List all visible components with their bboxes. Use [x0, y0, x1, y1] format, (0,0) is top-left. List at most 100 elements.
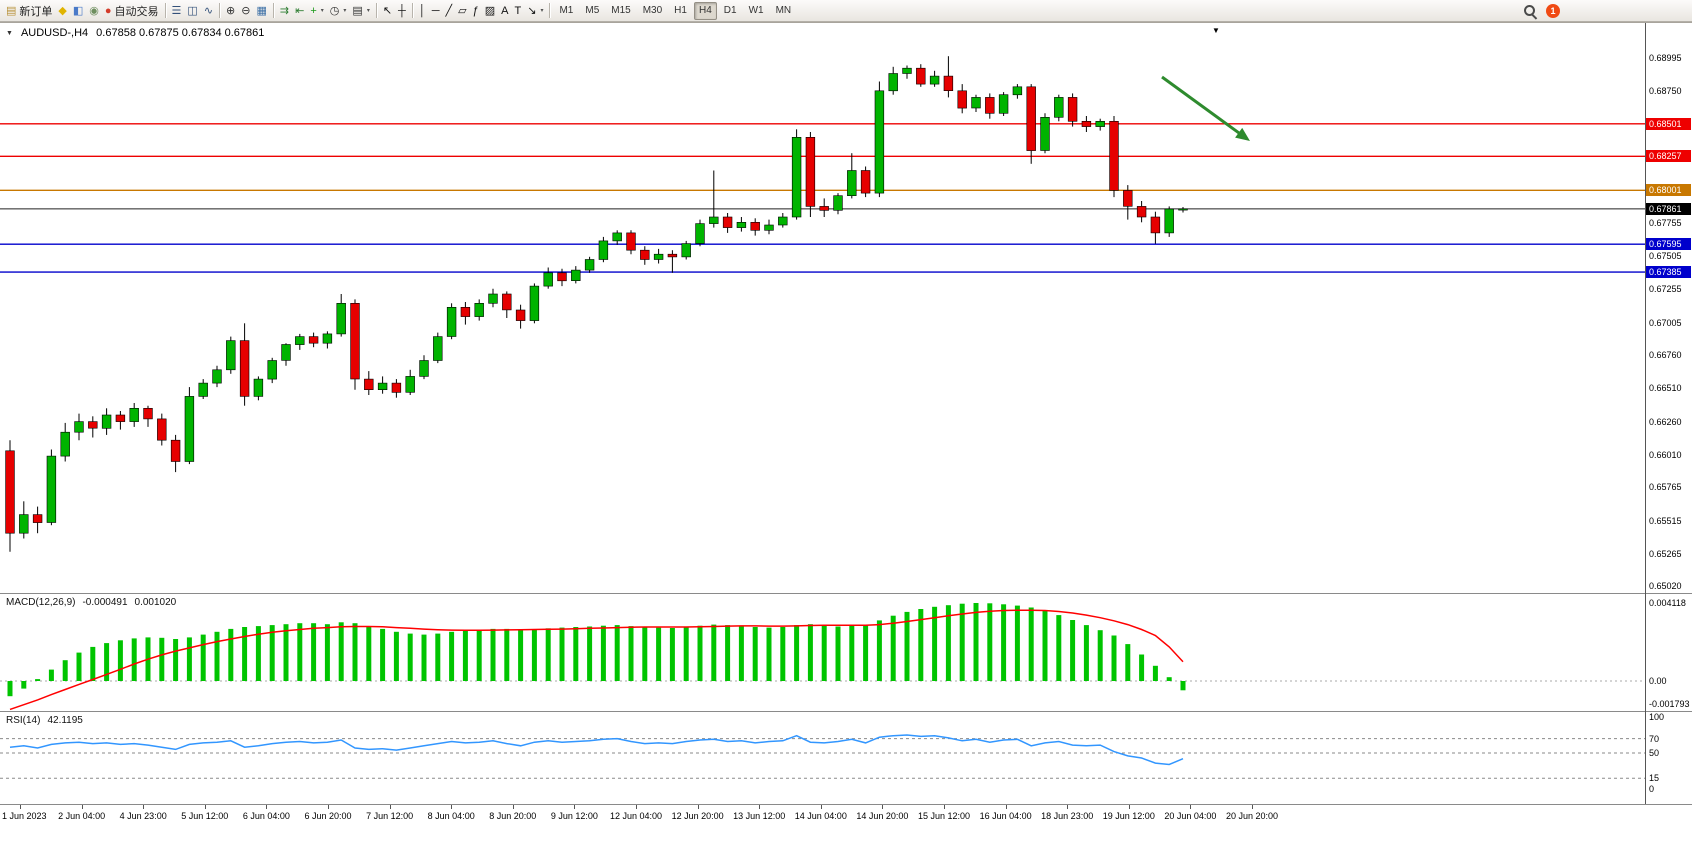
- cursor-button[interactable]: ↖: [380, 1, 395, 21]
- price-tick-label: 0.65265: [1649, 548, 1682, 559]
- macd-histogram-bar: [48, 669, 54, 681]
- indicators-button[interactable]: + ▾: [307, 1, 326, 21]
- macd-label: MACD(12,26,9) -0.000491 0.001020: [6, 597, 176, 608]
- candle-body: [322, 333, 333, 344]
- macd-histogram-bar: [117, 640, 123, 681]
- shapes-button[interactable]: ▨: [482, 1, 498, 21]
- candle-body: [1067, 97, 1078, 122]
- search-button[interactable]: [1520, 1, 1540, 21]
- candle-body: [626, 232, 636, 251]
- timeframe-h1-button[interactable]: H1: [674, 4, 687, 16]
- time-label: 7 Jun 12:00: [366, 811, 414, 821]
- candle-body: [957, 90, 967, 109]
- chart-candles-button[interactable]: ◫: [184, 1, 200, 21]
- zoom-out-button[interactable]: ⊖: [238, 1, 253, 21]
- vertical-line-button[interactable]: │: [416, 1, 429, 21]
- timeframe-m15-button[interactable]: M15: [611, 4, 631, 16]
- candle-body: [1150, 216, 1161, 234]
- time-label: 6 Jun 04:00: [242, 811, 290, 821]
- time-label: 18 Jun 23:00: [1041, 811, 1094, 821]
- vline-icon: │: [418, 4, 426, 17]
- macd-histogram-bar: [904, 611, 910, 681]
- timeframe-mn-button[interactable]: MN: [775, 4, 792, 16]
- macd-histogram-bar: [1111, 635, 1117, 681]
- text-icon: A: [501, 4, 509, 17]
- panel-separator[interactable]: [0, 711, 1692, 712]
- time-tick: [328, 805, 329, 809]
- timeframe-m1-button[interactable]: M1: [559, 4, 574, 16]
- profiles-button[interactable]: ◧: [70, 1, 86, 21]
- candle-body: [584, 259, 595, 271]
- horizontal-line-button[interactable]: ─: [429, 1, 443, 21]
- time-tick: [636, 805, 637, 809]
- rsi-axis-label: 15: [1649, 773, 1660, 784]
- price-tick-label: 0.67005: [1649, 317, 1682, 328]
- crosshair-button[interactable]: ┼: [395, 1, 409, 21]
- price-axis[interactable]: 0.68995 0.68750 0.67755 0.67505 0.67255 0.670…: [1646, 23, 1692, 804]
- arrow-annotation-head: [1235, 127, 1250, 141]
- macd-histogram-bar: [352, 623, 358, 681]
- candle-body: [157, 418, 167, 441]
- chart-toolbar-toggle[interactable]: ▼: [1212, 26, 1220, 35]
- community-button[interactable]: ◉: [86, 1, 102, 21]
- trendline-button[interactable]: ╱: [443, 1, 456, 21]
- timeframe-m30-button[interactable]: M30: [642, 4, 663, 16]
- toolbar-separator: [219, 3, 221, 18]
- price-tick-label: 0.68995: [1649, 53, 1682, 64]
- trendline-icon: ╱: [445, 4, 453, 17]
- price-tick-label: 0.66760: [1649, 350, 1682, 361]
- candle-body: [1054, 97, 1064, 118]
- rsi-axis-label: 100: [1649, 712, 1665, 722]
- timeframe-h4-button[interactable]: H4: [693, 1, 717, 20]
- macd-histogram-bar: [932, 606, 938, 681]
- price-tick-label: 0.65765: [1649, 482, 1682, 493]
- auto-scroll-button[interactable]: ⇉: [277, 1, 292, 21]
- macd-panel-canvas[interactable]: [0, 594, 1646, 711]
- fibonacci-button[interactable]: ƒ: [470, 1, 482, 21]
- timeframe-m5-button[interactable]: M5: [585, 4, 600, 16]
- time-label: 14 Jun 20:00: [856, 811, 909, 821]
- equidistant-channel-button[interactable]: ▱: [455, 1, 469, 21]
- main-chart-canvas[interactable]: [0, 23, 1646, 593]
- chart-bars-button[interactable]: ☰: [169, 1, 185, 21]
- time-label: 8 Jun 04:00: [427, 811, 475, 821]
- candle-body: [502, 293, 512, 311]
- templates-button[interactable]: ▤ ▾: [349, 1, 372, 21]
- zoom-in-button[interactable]: ⊕: [223, 1, 238, 21]
- timeframe-w1-button[interactable]: W1: [748, 4, 764, 16]
- search-icon: [1523, 4, 1538, 20]
- price-line-tag: 0.67385: [1646, 266, 1691, 279]
- ohlc-values: 0.67858 0.67875 0.67834 0.67861: [96, 27, 265, 39]
- macd-histogram-bar: [1014, 605, 1020, 681]
- chart-shift-button[interactable]: ⇤: [292, 1, 307, 21]
- periods-button[interactable]: ◷ ▾: [327, 1, 350, 21]
- rsi-panel-canvas[interactable]: [0, 712, 1646, 804]
- macd-histogram-bar: [1042, 610, 1048, 681]
- arrows-button[interactable]: ↘ ▾: [524, 1, 546, 21]
- macd-histogram-bar: [918, 609, 924, 681]
- arrow-annotation[interactable]: [1161, 75, 1244, 137]
- time-tick: [20, 805, 21, 809]
- timeframe-d1-button[interactable]: D1: [723, 4, 737, 16]
- text-label-button[interactable]: T: [511, 1, 524, 21]
- new-order-button[interactable]: ▤ 新订单: [3, 1, 55, 21]
- indicators-icon: +: [310, 4, 317, 17]
- macd-histogram-bar: [863, 625, 869, 681]
- text-button[interactable]: A: [498, 1, 511, 21]
- chevron-down-icon: ▾: [343, 8, 347, 14]
- panel-separator[interactable]: [0, 593, 1692, 594]
- time-tick: [1190, 805, 1192, 809]
- macd-histogram-bar: [628, 626, 634, 681]
- macd-histogram-bar: [711, 624, 717, 681]
- macd-histogram-bar: [90, 646, 96, 681]
- autotrading-button[interactable]: ● 自动交易: [102, 1, 162, 21]
- panel-separator[interactable]: [0, 804, 1692, 805]
- macd-histogram-bar: [559, 627, 565, 681]
- macd-histogram-bar: [642, 627, 648, 681]
- time-label: 16 Jun 04:00: [979, 811, 1032, 821]
- time-axis[interactable]: 1 Jun 2023 2 Jun 04:00 4 Jun 23:00 5 Jun 12…: [0, 805, 1646, 843]
- chart-line-button[interactable]: ∿: [201, 1, 216, 21]
- metaeditor-button[interactable]: ◆: [55, 1, 69, 21]
- tile-windows-button[interactable]: ▦: [253, 1, 269, 21]
- notification-badge[interactable]: 1: [1546, 4, 1560, 18]
